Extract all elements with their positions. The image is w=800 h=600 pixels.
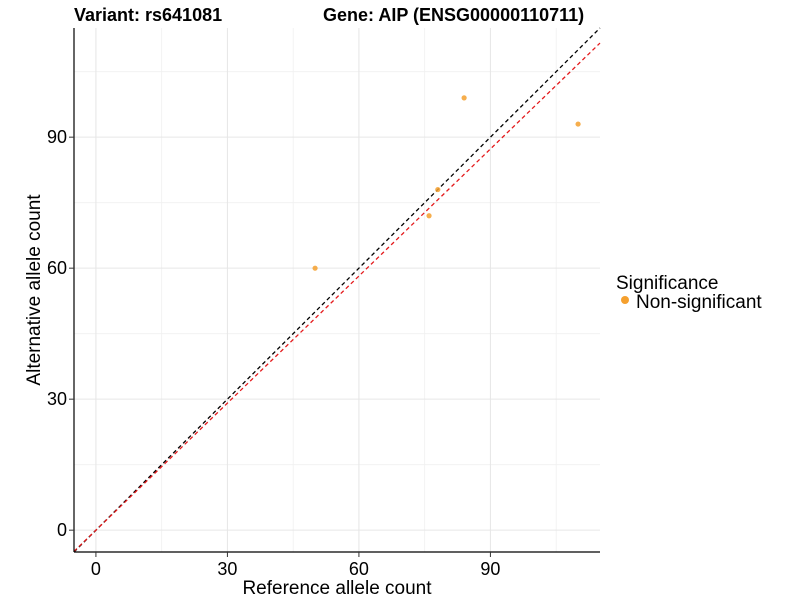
fit-line	[73, 42, 601, 552]
title-gene: Gene: AIP (ENSG00000110711)	[323, 5, 584, 25]
y-tick-label: 60	[47, 258, 67, 278]
legend-label-non-significant: Non-significant	[636, 292, 762, 313]
identity-line	[73, 27, 601, 553]
data-point	[426, 213, 432, 219]
x-axis-title: Reference allele count	[242, 578, 432, 599]
data-point	[461, 95, 467, 101]
x-tick-label: 30	[217, 559, 237, 579]
points	[312, 95, 581, 271]
y-tick-label: 90	[47, 127, 67, 147]
legend: Significance Non-significant	[616, 273, 762, 313]
x-tick-label: 90	[480, 559, 500, 579]
data-point	[435, 186, 441, 193]
data-point	[312, 265, 318, 271]
reference-lines	[73, 27, 601, 553]
x-ticks: 0 30 60 90	[91, 552, 500, 579]
title-variant: Variant: rs641081	[74, 5, 222, 25]
y-ticks: 0 30 60 90	[47, 127, 74, 540]
data-point	[575, 121, 581, 127]
legend-title: Significance	[616, 273, 718, 294]
grid	[74, 28, 600, 552]
x-tick-label: 0	[91, 559, 101, 579]
y-axis-title: Alternative allele count	[24, 194, 45, 386]
y-tick-label: 0	[57, 520, 67, 540]
legend-key-non-significant	[621, 296, 629, 304]
y-tick-label: 30	[47, 389, 67, 409]
x-tick-label: 60	[349, 559, 369, 579]
